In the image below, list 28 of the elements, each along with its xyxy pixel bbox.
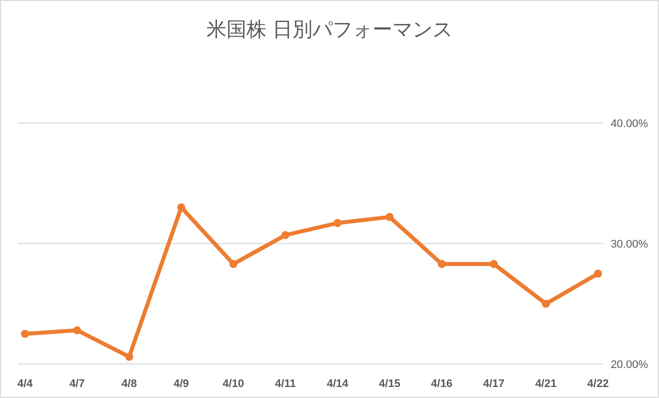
point (281, 231, 290, 240)
x-tick-label: 4/22 (587, 378, 609, 390)
y-tick-label: 40.00% (610, 118, 648, 130)
chart-title: 米国株 日別パフォーマンス (206, 19, 452, 41)
y-tick-label: 20.00% (610, 359, 648, 371)
x-tick-label: 4/10 (222, 378, 244, 390)
point (334, 219, 342, 228)
point (177, 203, 186, 212)
point (21, 330, 29, 338)
point (229, 260, 238, 268)
x-tick-label: 4/21 (535, 378, 557, 390)
x-tick-label: 4/7 (69, 378, 85, 390)
x-tick-label: 4/8 (122, 378, 137, 390)
x-tick-label: 4/4 (17, 378, 34, 390)
point (386, 212, 394, 221)
x-tick-label: 4/16 (431, 378, 452, 390)
point (73, 326, 82, 334)
x-tick-label: 4/9 (174, 378, 189, 390)
x-tick-label: 4/15 (378, 378, 400, 390)
point (438, 260, 446, 268)
point (125, 352, 134, 361)
point (542, 300, 550, 308)
x-tick-label: 4/11 (275, 378, 296, 390)
point (594, 270, 602, 278)
y-tick-label: 30.00% (610, 238, 648, 250)
x-tick-label: 4/17 (483, 378, 505, 390)
x-tick-label: 4/14 (326, 378, 350, 390)
point (490, 260, 498, 268)
